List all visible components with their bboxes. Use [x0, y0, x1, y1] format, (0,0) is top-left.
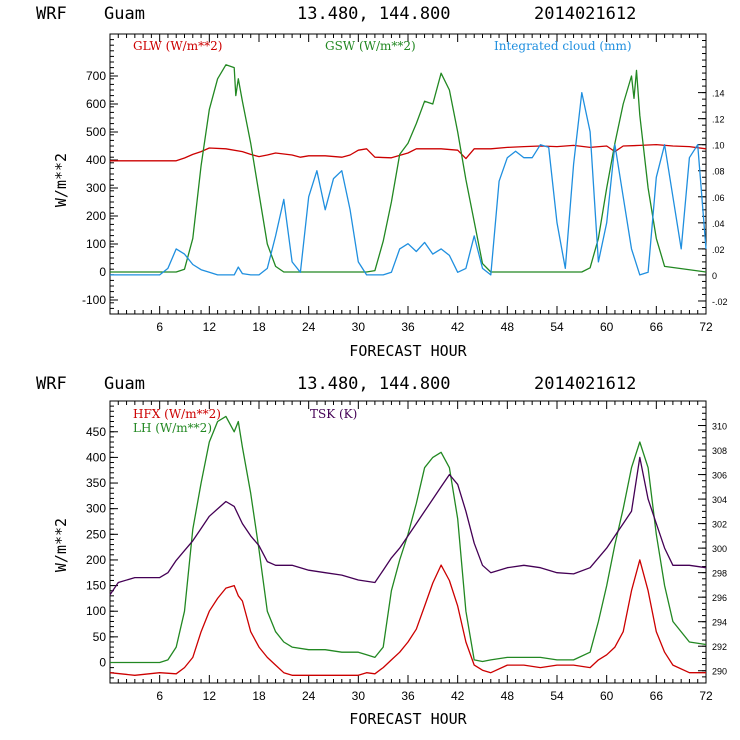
chart2-series-0-line — [109, 559, 706, 676]
chart1-header-location: Guam — [104, 4, 145, 24]
chart1-x-tick-label: 72 — [699, 320, 713, 334]
chart1-x-tick-label: 66 — [650, 320, 664, 334]
chart1-y2-tick-label: 0 — [712, 271, 717, 281]
chart2-y-tick-label: 100 — [86, 604, 106, 618]
chart1-x-tick-label: 12 — [203, 320, 217, 334]
chart1-x-tick-label: 30 — [352, 320, 366, 334]
chart1-y2-tick-label: .10 — [712, 141, 725, 151]
chart1-header-init: 2014021612 — [534, 4, 636, 24]
chart2-x-tick-label: 18 — [252, 689, 266, 703]
chart1-x-tick-label: 18 — [252, 320, 266, 334]
chart1-y2-tick-label: .14 — [712, 89, 725, 99]
chart2-legend-lh: LH (W/m**2) — [133, 421, 212, 435]
chart1-x-tick-label: 60 — [600, 320, 614, 334]
chart1-series-0-line — [110, 143, 707, 162]
chart1-legend-glw: GLW (W/m**2) — [133, 39, 222, 53]
chart1-y2-tick-label: .04 — [712, 219, 725, 229]
chart1-y-tick-label: 700 — [86, 69, 106, 83]
chart1-y-tick-label: 500 — [86, 125, 106, 139]
chart1-series-1-line — [110, 64, 707, 273]
chart2-y2-tick-label: 298 — [712, 569, 727, 579]
chart1-y-tick-label: -100 — [82, 293, 106, 307]
chart2-y2-tick-label: 296 — [712, 593, 727, 603]
chart2-x-tick-label: 72 — [699, 689, 713, 703]
chart1-x-tick-label: 54 — [550, 320, 564, 334]
chart2-series-2-line — [109, 456, 707, 596]
chart2-y-tick-label: 50 — [93, 630, 107, 644]
chart1-y-tick-label: 400 — [86, 153, 106, 167]
chart2-header-location: Guam — [104, 374, 145, 394]
chart2-ylabel: W/m**2 — [52, 518, 70, 572]
chart1-xlabel: FORECAST HOUR — [349, 342, 467, 360]
chart1-series — [110, 64, 707, 276]
chart2-y-tick-label: 0 — [99, 655, 106, 669]
chart1-x-tick-label: 24 — [302, 320, 316, 334]
chart2-x-tick-label: 48 — [501, 689, 515, 703]
chart2-legend-tsk: TSK (K) — [310, 407, 357, 421]
chart2-y-tick-label: 200 — [86, 553, 106, 567]
chart1-y2-tick-label: .12 — [712, 115, 725, 125]
chart2-legend-hfx: HFX (W/m**2) — [133, 407, 221, 421]
chart2-y-tick-label: 300 — [86, 502, 106, 516]
chart2-header-init: 2014021612 — [534, 374, 636, 394]
chart2-y2-tick-label: 308 — [712, 446, 727, 456]
chart2-y2-tick-label: 306 — [712, 471, 727, 481]
chart2-y2-tick-label: 290 — [712, 667, 727, 677]
chart1-y2-tick-label: -.02 — [712, 297, 728, 307]
chart2-series-1-line — [110, 415, 707, 664]
chart2-y-tick-label: 450 — [86, 425, 106, 439]
chart1-x-tick-label: 6 — [156, 320, 163, 334]
chart1-y-tick-label: 200 — [86, 209, 106, 223]
chart2-x-tick-label: 60 — [600, 689, 614, 703]
chart1-legend-cloud: Integrated cloud (mm) — [494, 39, 632, 53]
chart1-header-coords: 13.480, 144.800 — [297, 4, 451, 24]
chart1-y-tick-label: 100 — [86, 237, 106, 251]
chart2-y-tick-label: 150 — [86, 579, 106, 593]
chart2-xlabel: FORECAST HOUR — [349, 710, 467, 728]
chart2-y-tick-label: 250 — [86, 527, 106, 541]
chart2-x-tick-label: 36 — [401, 689, 415, 703]
chart1-y2-tick-label: .08 — [712, 167, 725, 177]
chart2-y2-tick-label: 302 — [712, 520, 727, 530]
chart2-y-tick-label: 400 — [86, 450, 106, 464]
chart1-x-tick-label: 42 — [451, 320, 465, 334]
chart2-y2-tick-label: 304 — [712, 495, 727, 505]
chart2-frame — [109, 400, 707, 684]
chart1-x-tick-label: 48 — [501, 320, 515, 334]
chart2-x-tick-label: 6 — [156, 689, 163, 703]
chart2-header-model: WRF — [36, 374, 67, 394]
chart2-x-tick-label: 42 — [451, 689, 465, 703]
chart2-y2-tick-label: 300 — [712, 544, 727, 554]
chart2-y2-tick-label: 310 — [712, 422, 727, 432]
chart2-x-tick-label: 66 — [650, 689, 664, 703]
chart1-y-tick-label: 0 — [99, 265, 106, 279]
chart1-y2-tick-label: .06 — [712, 193, 725, 203]
chart2-ticks: 6 12 18 24 30 36 42 48 54 60 66 72 0 50 100 150 200 250 30… — [86, 400, 727, 703]
chart2-x-tick-label: 30 — [352, 689, 366, 703]
chart2-x-tick-label: 12 — [203, 689, 217, 703]
chart2-x-tick-label: 24 — [302, 689, 316, 703]
chart1-ticks: 6 12 18 24 30 36 42 48 54 60 66 72 -100 0 100 200 300 400… — [82, 33, 728, 334]
chart1-header-model: WRF — [36, 4, 67, 24]
chart1-x-tick-label: 36 — [401, 320, 415, 334]
chart1-y-tick-label: 600 — [86, 97, 106, 111]
chart1-legend-gsw: GSW (W/m**2) — [325, 39, 416, 53]
chart2-header-coords: 13.480, 144.800 — [297, 374, 451, 394]
chart2-y2-tick-label: 292 — [712, 642, 727, 652]
chart2-series — [109, 415, 707, 676]
chart2-y-tick-label: 350 — [86, 476, 106, 490]
chart1-ylabel: W/m**2 — [52, 153, 70, 207]
chart1-frame — [109, 33, 707, 315]
chart2-y2-tick-label: 294 — [712, 618, 727, 628]
chart1-y2-tick-label: .02 — [712, 245, 725, 255]
chart2-x-tick-label: 54 — [550, 689, 564, 703]
chart1-series-2-line — [110, 91, 707, 276]
chart1-y-tick-label: 300 — [86, 181, 106, 195]
